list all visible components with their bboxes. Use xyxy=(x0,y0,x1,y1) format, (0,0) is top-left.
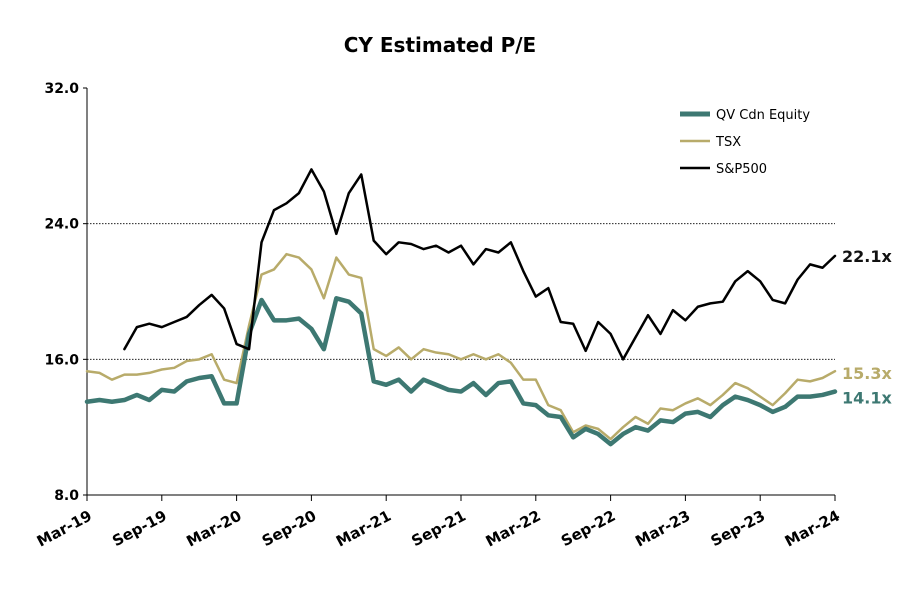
end-label: 15.3x xyxy=(842,364,892,383)
y-tick-label: 32.0 xyxy=(44,81,79,97)
gridlines xyxy=(87,223,835,360)
x-tick-label: Sep-19 xyxy=(109,507,169,551)
x-tick-label: Sep-22 xyxy=(558,507,618,551)
y-axis-ticks: 8.0 16.0 24.0 32.0 xyxy=(44,81,87,504)
series-line-tsx xyxy=(85,252,837,441)
x-tick-label: Mar-20 xyxy=(183,507,244,551)
legend-label: S&P500 xyxy=(716,162,767,177)
legend: QV Cdn Equity TSX S&P500 xyxy=(680,108,810,177)
x-tick-label: Mar-24 xyxy=(782,507,843,551)
series-line-s-p500 xyxy=(123,168,837,361)
chart-title: CY Estimated P/E xyxy=(344,33,536,57)
series-lines xyxy=(84,168,838,447)
y-tick-label: 8.0 xyxy=(54,488,79,504)
x-tick-label: Mar-22 xyxy=(483,507,544,551)
x-tick-label: Mar-19 xyxy=(34,507,95,551)
end-label: 22.1x xyxy=(842,247,892,266)
end-label: 14.1x xyxy=(842,389,892,408)
y-tick-label: 16.0 xyxy=(44,352,79,368)
x-tick-label: Mar-23 xyxy=(632,507,693,551)
legend-label: QV Cdn Equity xyxy=(716,108,810,123)
x-axis-ticks: Mar-19 Sep-19 Mar-20 Sep-20 Mar-21 Sep-21 Mar-… xyxy=(34,495,843,550)
y-tick-label: 24.0 xyxy=(44,217,79,233)
legend-label: TSX xyxy=(715,135,741,150)
x-tick-label: Mar-21 xyxy=(333,507,394,551)
series-line-qv-cdn-equity xyxy=(84,296,838,447)
x-tick-label: Sep-20 xyxy=(259,507,319,551)
end-value-labels: 22.1x 15.3x 14.1x xyxy=(842,247,892,408)
x-tick-label: Sep-21 xyxy=(408,507,468,551)
x-tick-label: Sep-23 xyxy=(708,507,768,551)
